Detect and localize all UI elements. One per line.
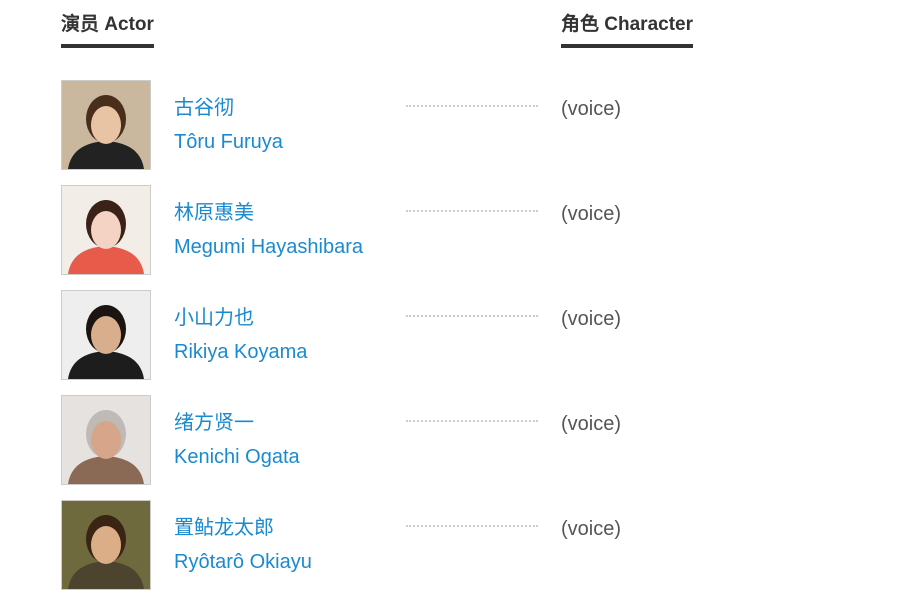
- actor-name-chinese-link[interactable]: 小山力也: [174, 307, 254, 329]
- dotted-separator: [406, 315, 538, 317]
- actor-name-chinese-link[interactable]: 林原惠美: [174, 202, 254, 224]
- cast-row: 林原惠美 Megumi Hayashibara (voice): [61, 185, 761, 277]
- cast-row: 绪方贤一 Kenichi Ogata (voice): [61, 395, 761, 487]
- actor-name-chinese-link[interactable]: 绪方贤一: [174, 412, 254, 434]
- cast-row: 小山力也 Rikiya Koyama (voice): [61, 290, 761, 382]
- actor-name-english-link[interactable]: Megumi Hayashibara: [174, 236, 363, 258]
- actor-column-header: 演员 Actor: [61, 12, 154, 48]
- actor-name-chinese-link[interactable]: 置鲇龙太郎: [174, 517, 274, 539]
- character-role: (voice): [561, 203, 622, 225]
- actor-name-chinese-link[interactable]: 古谷彻: [174, 97, 234, 119]
- actor-photo[interactable]: [61, 80, 151, 170]
- character-role: (voice): [561, 308, 622, 330]
- dotted-separator: [406, 420, 538, 422]
- actor-name-english-link[interactable]: Rikiya Koyama: [174, 341, 308, 363]
- character-role: (voice): [561, 413, 622, 435]
- dotted-separator: [406, 525, 538, 527]
- actor-photo[interactable]: [61, 185, 151, 275]
- character-column-header: 角色 Character: [561, 12, 693, 48]
- actor-photo[interactable]: [61, 500, 151, 590]
- actor-name-english-link[interactable]: Ryôtarô Okiayu: [174, 551, 312, 573]
- dotted-separator: [406, 105, 538, 107]
- actor-name-english-link[interactable]: Tôru Furuya: [174, 131, 283, 153]
- actor-photo[interactable]: [61, 395, 151, 485]
- character-role: (voice): [561, 518, 622, 540]
- cast-row: 古谷彻 Tôru Furuya (voice): [61, 80, 761, 172]
- cast-row: 置鲇龙太郎 Ryôtarô Okiayu (voice): [61, 500, 761, 592]
- actor-photo[interactable]: [61, 290, 151, 380]
- dotted-separator: [406, 210, 538, 212]
- actor-name-english-link[interactable]: Kenichi Ogata: [174, 446, 300, 468]
- character-role: (voice): [561, 98, 622, 120]
